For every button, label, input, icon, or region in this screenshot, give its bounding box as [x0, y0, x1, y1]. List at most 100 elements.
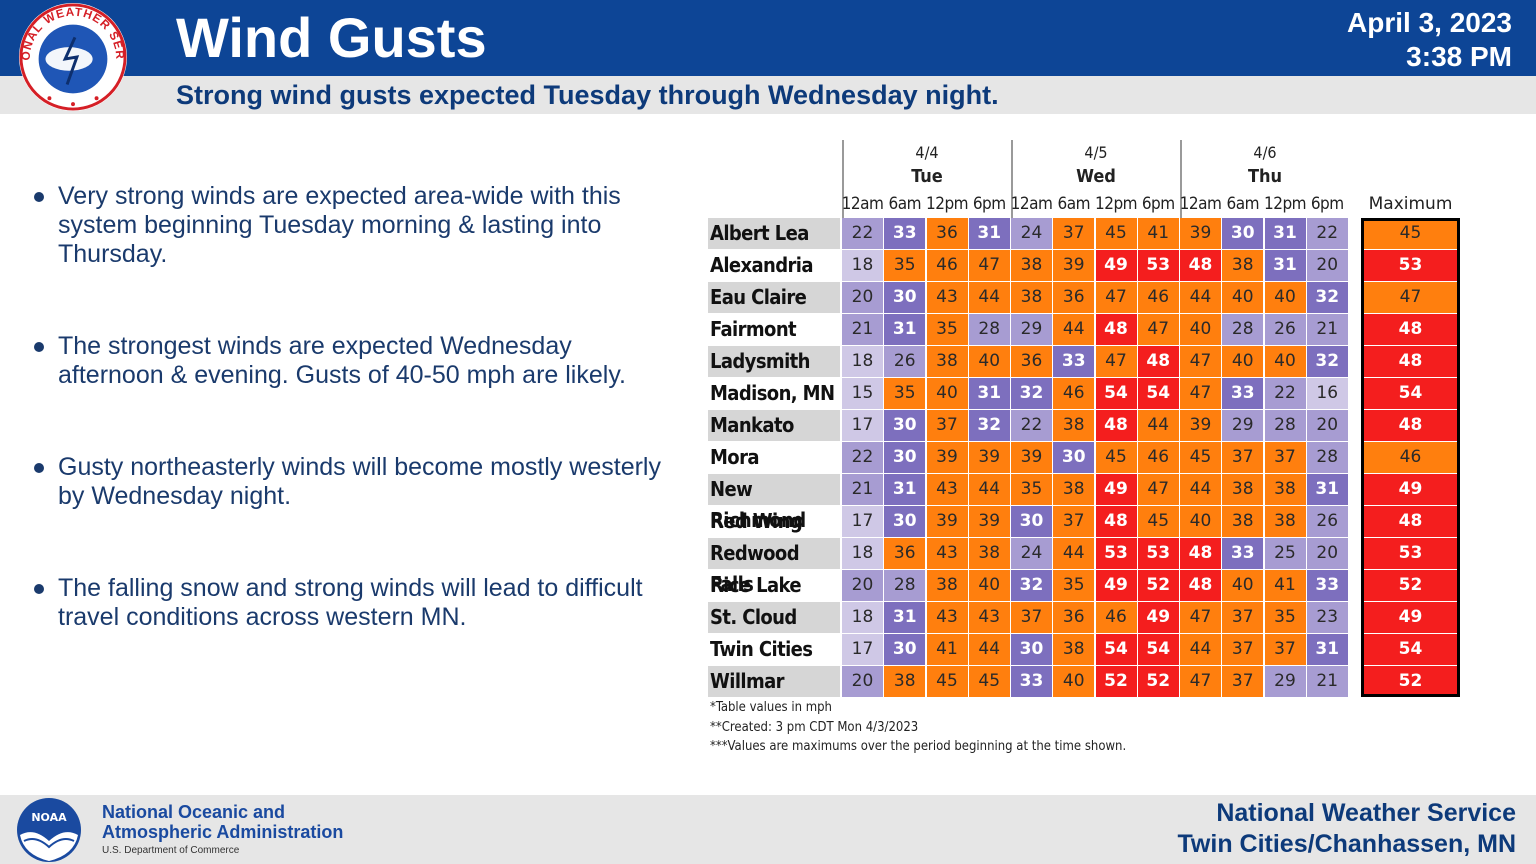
gust-cell: 28: [1222, 314, 1264, 345]
table-notes: *Table values in mph **Created: 3 pm CDT…: [710, 698, 1126, 757]
maximum-cell: 48: [1364, 314, 1457, 345]
gust-cell: 33: [1011, 666, 1052, 697]
time-header: 12pm: [926, 194, 969, 214]
time-header: 6pm: [1310, 194, 1344, 214]
gust-cell: 43: [968, 602, 1010, 633]
issue-date: April 3, 2023: [1347, 7, 1512, 38]
gust-cell: 22: [1306, 218, 1348, 249]
gust-cell: 28: [1306, 442, 1348, 473]
gust-cell: 24: [1011, 538, 1052, 569]
gust-cell: 47: [1095, 282, 1137, 313]
gust-cell: 38: [1053, 474, 1095, 505]
day-divider: [1011, 140, 1013, 218]
gust-cell: 35: [1264, 602, 1306, 633]
gust-cell: 44: [1180, 634, 1221, 665]
gust-cell: 53: [1095, 538, 1137, 569]
time-header: 12am: [1179, 194, 1222, 214]
gust-cell: 48: [1180, 538, 1221, 569]
maximum-cell: 54: [1364, 634, 1457, 665]
maximum-cell: 47: [1364, 282, 1457, 313]
gust-cell: 44: [1180, 474, 1221, 505]
bullet-item: Gusty northeasterly winds will become mo…: [30, 453, 670, 511]
maximum-column-border: [1361, 218, 1460, 697]
gust-cell: 35: [884, 250, 926, 281]
gust-cell: 39: [926, 506, 968, 537]
gust-cell: 49: [1095, 250, 1137, 281]
gust-cell: 30: [1053, 442, 1095, 473]
gust-cell: 39: [968, 506, 1010, 537]
gust-cell: 48: [1180, 570, 1221, 601]
gust-cell: 49: [1137, 602, 1179, 633]
gust-cell: 48: [1095, 314, 1137, 345]
gust-cell: 46: [926, 250, 968, 281]
nws-office-line: National Weather Service: [1216, 799, 1516, 827]
gust-cell: 26: [1264, 314, 1306, 345]
gust-cell: 44: [968, 282, 1010, 313]
gust-cell: 30: [884, 634, 926, 665]
gust-cell: 48: [1095, 506, 1137, 537]
gust-cell: 37: [1053, 506, 1095, 537]
gust-cell: 20: [1306, 538, 1348, 569]
gust-cell: 37: [1011, 602, 1052, 633]
city-name: Mankato: [708, 410, 840, 441]
city-name: Fairmont: [710, 317, 797, 341]
gust-cell: 28: [1264, 410, 1306, 441]
page-title: Wind Gusts: [176, 6, 487, 69]
gust-cell: 45: [968, 666, 1010, 697]
gust-cell: 52: [1137, 666, 1179, 697]
gust-cell: 20: [842, 666, 883, 697]
gust-cell: 45: [1137, 506, 1179, 537]
gust-cell: 39: [1180, 218, 1221, 249]
gust-cell: 31: [1306, 474, 1348, 505]
city-name: Willmar: [708, 666, 840, 697]
maximum-cell: 53: [1364, 250, 1457, 281]
time-header: 12am: [841, 194, 884, 214]
gust-cell: 37: [1264, 634, 1306, 665]
gust-cell: 40: [1222, 346, 1264, 377]
gust-cell: 44: [968, 474, 1010, 505]
day-date: 4/4: [915, 143, 939, 162]
gust-cell: 35: [1053, 570, 1095, 601]
gust-cell: 47: [1180, 602, 1221, 633]
city-name: Red Wing: [710, 509, 803, 533]
gust-cell: 31: [1306, 634, 1348, 665]
maximum-header: Maximum: [1368, 194, 1453, 214]
noaa-name-line: National Oceanic and: [102, 802, 286, 822]
city-name: Eau Claire: [708, 282, 840, 313]
gust-cell: 45: [1180, 442, 1221, 473]
gust-cell: 22: [842, 442, 883, 473]
gust-cell: 18: [842, 346, 883, 377]
day-header-thu: 4/6 Thu: [1182, 142, 1348, 190]
day-name: Tue: [911, 166, 943, 187]
gust-cell: 44: [968, 634, 1010, 665]
gust-cell: 41: [1264, 570, 1306, 601]
gust-cell: 26: [1306, 506, 1348, 537]
gust-cell: 44: [1180, 282, 1221, 313]
gust-cell: 38: [1011, 282, 1052, 313]
gust-cell: 31: [968, 378, 1010, 409]
gust-cell: 16: [1306, 378, 1348, 409]
gust-cell: 54: [1095, 634, 1137, 665]
gust-cell: 41: [926, 634, 968, 665]
gust-cell: 49: [1095, 570, 1137, 601]
gust-cell: 29: [1222, 410, 1264, 441]
gust-cell: 38: [1222, 474, 1264, 505]
gust-cell: 53: [1137, 250, 1179, 281]
nws-logo-icon: NATIONAL WEATHER SERVICE: [14, 2, 128, 112]
gust-cell: 40: [968, 346, 1010, 377]
gust-cell: 32: [968, 410, 1010, 441]
gust-cell: 28: [884, 570, 926, 601]
gust-cell: 36: [1053, 602, 1095, 633]
gust-cell: 23: [1306, 602, 1348, 633]
day-date: 4/5: [1084, 143, 1108, 162]
city-name: St. Cloud: [708, 602, 840, 633]
footer-bar: [0, 795, 1536, 864]
gust-cell: 47: [1180, 666, 1221, 697]
note-line: *Table values in mph: [710, 700, 832, 715]
gust-cell: 35: [1011, 474, 1052, 505]
gust-cell: 43: [926, 474, 968, 505]
gust-cell: 48: [1095, 410, 1137, 441]
maximum-cell: 48: [1364, 506, 1457, 537]
gust-cell: 32: [1011, 570, 1052, 601]
gust-cell: 39: [1180, 410, 1221, 441]
